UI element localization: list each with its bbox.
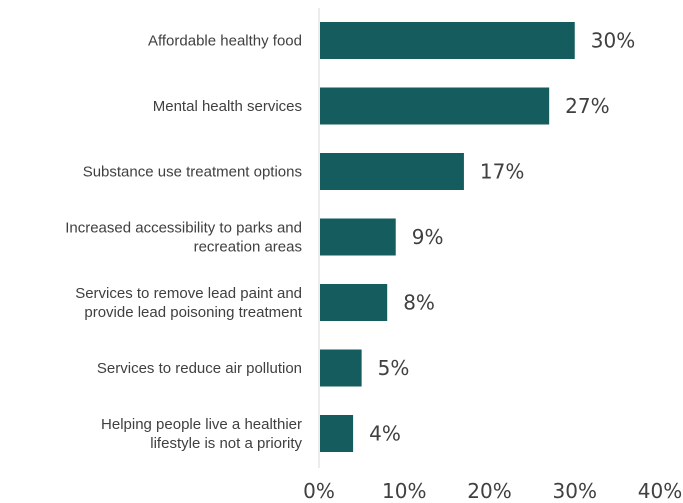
category-label-line: Services to reduce air pollution [97, 360, 302, 377]
value-label: 5% [378, 356, 410, 380]
x-axis-tick-labels: 0% 10% 20% 30% 40% [303, 479, 682, 503]
category-label-line: Increased accessibility to parks and [65, 220, 302, 237]
bar [320, 87, 550, 125]
category-label: Helping people live a healthier lifestyle… [101, 416, 302, 452]
bar [320, 284, 388, 321]
category-label: Substance use treatment options [83, 164, 302, 181]
category-label: Services to remove lead paint and provide… [75, 285, 303, 321]
category-label-line: Helping people live a healthier [101, 416, 302, 433]
category-label-line: Substance use treatment options [83, 164, 302, 181]
bar [320, 22, 575, 59]
category-label: Affordable healthy food [148, 33, 302, 50]
category-label: Services to reduce air pollution [97, 360, 302, 377]
bar [320, 349, 362, 387]
x-tick-label: 20% [467, 479, 511, 503]
category-labels: Affordable healthy food Mental health ser… [65, 33, 303, 453]
category-label-line: Services to remove lead paint and [75, 285, 302, 302]
x-tick-label: 10% [382, 479, 426, 503]
value-label: 17% [480, 160, 524, 184]
value-label: 4% [369, 422, 401, 446]
category-label-line: Affordable healthy food [148, 33, 302, 50]
bar [320, 218, 396, 256]
x-tick-label: 0% [303, 479, 335, 503]
value-label: 9% [412, 225, 444, 249]
x-tick-label: 30% [553, 479, 597, 503]
x-tick-label: 40% [638, 479, 682, 503]
category-label: Increased accessibility to parks and recr… [65, 220, 302, 256]
bar [320, 153, 464, 190]
category-label-line: provide lead poisoning treatment [84, 304, 302, 321]
value-label: 8% [403, 291, 435, 315]
category-label: Mental health services [153, 98, 302, 115]
category-label-line: recreation areas [194, 239, 302, 256]
value-labels: 30% 27% 17% 9% 8% 5% 4% [369, 29, 635, 446]
bar [320, 415, 354, 452]
value-label: 30% [591, 29, 635, 53]
bars [320, 22, 575, 452]
category-label-line: lifestyle is not a priority [150, 435, 302, 452]
value-label: 27% [565, 94, 609, 118]
category-label-line: Mental health services [153, 98, 302, 115]
